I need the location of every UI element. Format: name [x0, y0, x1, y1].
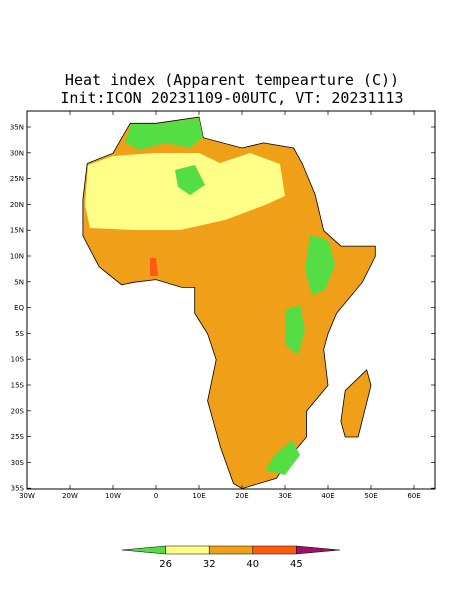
colorbar-label: 40 [246, 559, 259, 570]
lon-label: 0 [154, 492, 158, 500]
lat-label: 10S [11, 356, 25, 364]
axes: 35N 30N 25N 20N 15N 10N 5N EQ 5S 10S 15S 20S 25S 30S 3… [10, 111, 435, 500]
colorbar-label: 45 [290, 559, 303, 570]
map-frame [26, 110, 436, 490]
lon-label: 50E [364, 492, 377, 500]
colorbar-segment [208, 545, 254, 555]
lat-label: 5S [15, 330, 24, 338]
madagascar [340, 369, 372, 438]
colorbar: 26 32 40 45 [121, 545, 341, 570]
lat-label: 20N [10, 201, 24, 209]
west-africa-hot-zone [150, 258, 158, 276]
colorbar-segment [165, 545, 210, 555]
lon-label: 30W [19, 492, 35, 500]
lon-label: 30E [278, 492, 291, 500]
lon-label: 20W [62, 492, 78, 500]
lat-label: 30N [10, 149, 24, 157]
map [26, 110, 436, 490]
ethiopia-zone [305, 235, 335, 295]
lat-label: 25S [11, 433, 25, 441]
lat-label: 5N [14, 278, 24, 286]
lon-label: 10W [105, 492, 121, 500]
subtitle: Init:ICON 20231109-00UTC, VT: 20231113 [60, 89, 403, 107]
lat-label: 35S [11, 485, 25, 493]
lat-label: 30S [11, 459, 25, 467]
colorbar-segment [121, 545, 166, 555]
lat-label: 20S [11, 407, 25, 415]
lat-label: 15S [11, 382, 25, 390]
lon-label: 60E [407, 492, 420, 500]
colorbar-segment [252, 545, 297, 555]
lon-label: 10E [192, 492, 205, 500]
colorbar-segment [296, 545, 341, 555]
lat-label: 25N [10, 175, 24, 183]
north-coast-zone [125, 118, 203, 150]
southeast-zone [265, 440, 300, 475]
sahara-highland-zone [175, 165, 205, 195]
lat-label: 10N [10, 253, 24, 261]
lat-label: EQ [14, 304, 24, 312]
lon-label: 40E [321, 492, 334, 500]
title: Heat index (Apparent tempearture (C)) [65, 71, 399, 89]
lon-label: 20E [235, 492, 248, 500]
lat-label: 35N [10, 124, 24, 132]
colorbar-label: 32 [203, 559, 216, 570]
lat-label: 15N [10, 227, 24, 235]
east-africa-zone [285, 305, 305, 355]
colorbar-label: 26 [159, 559, 172, 570]
